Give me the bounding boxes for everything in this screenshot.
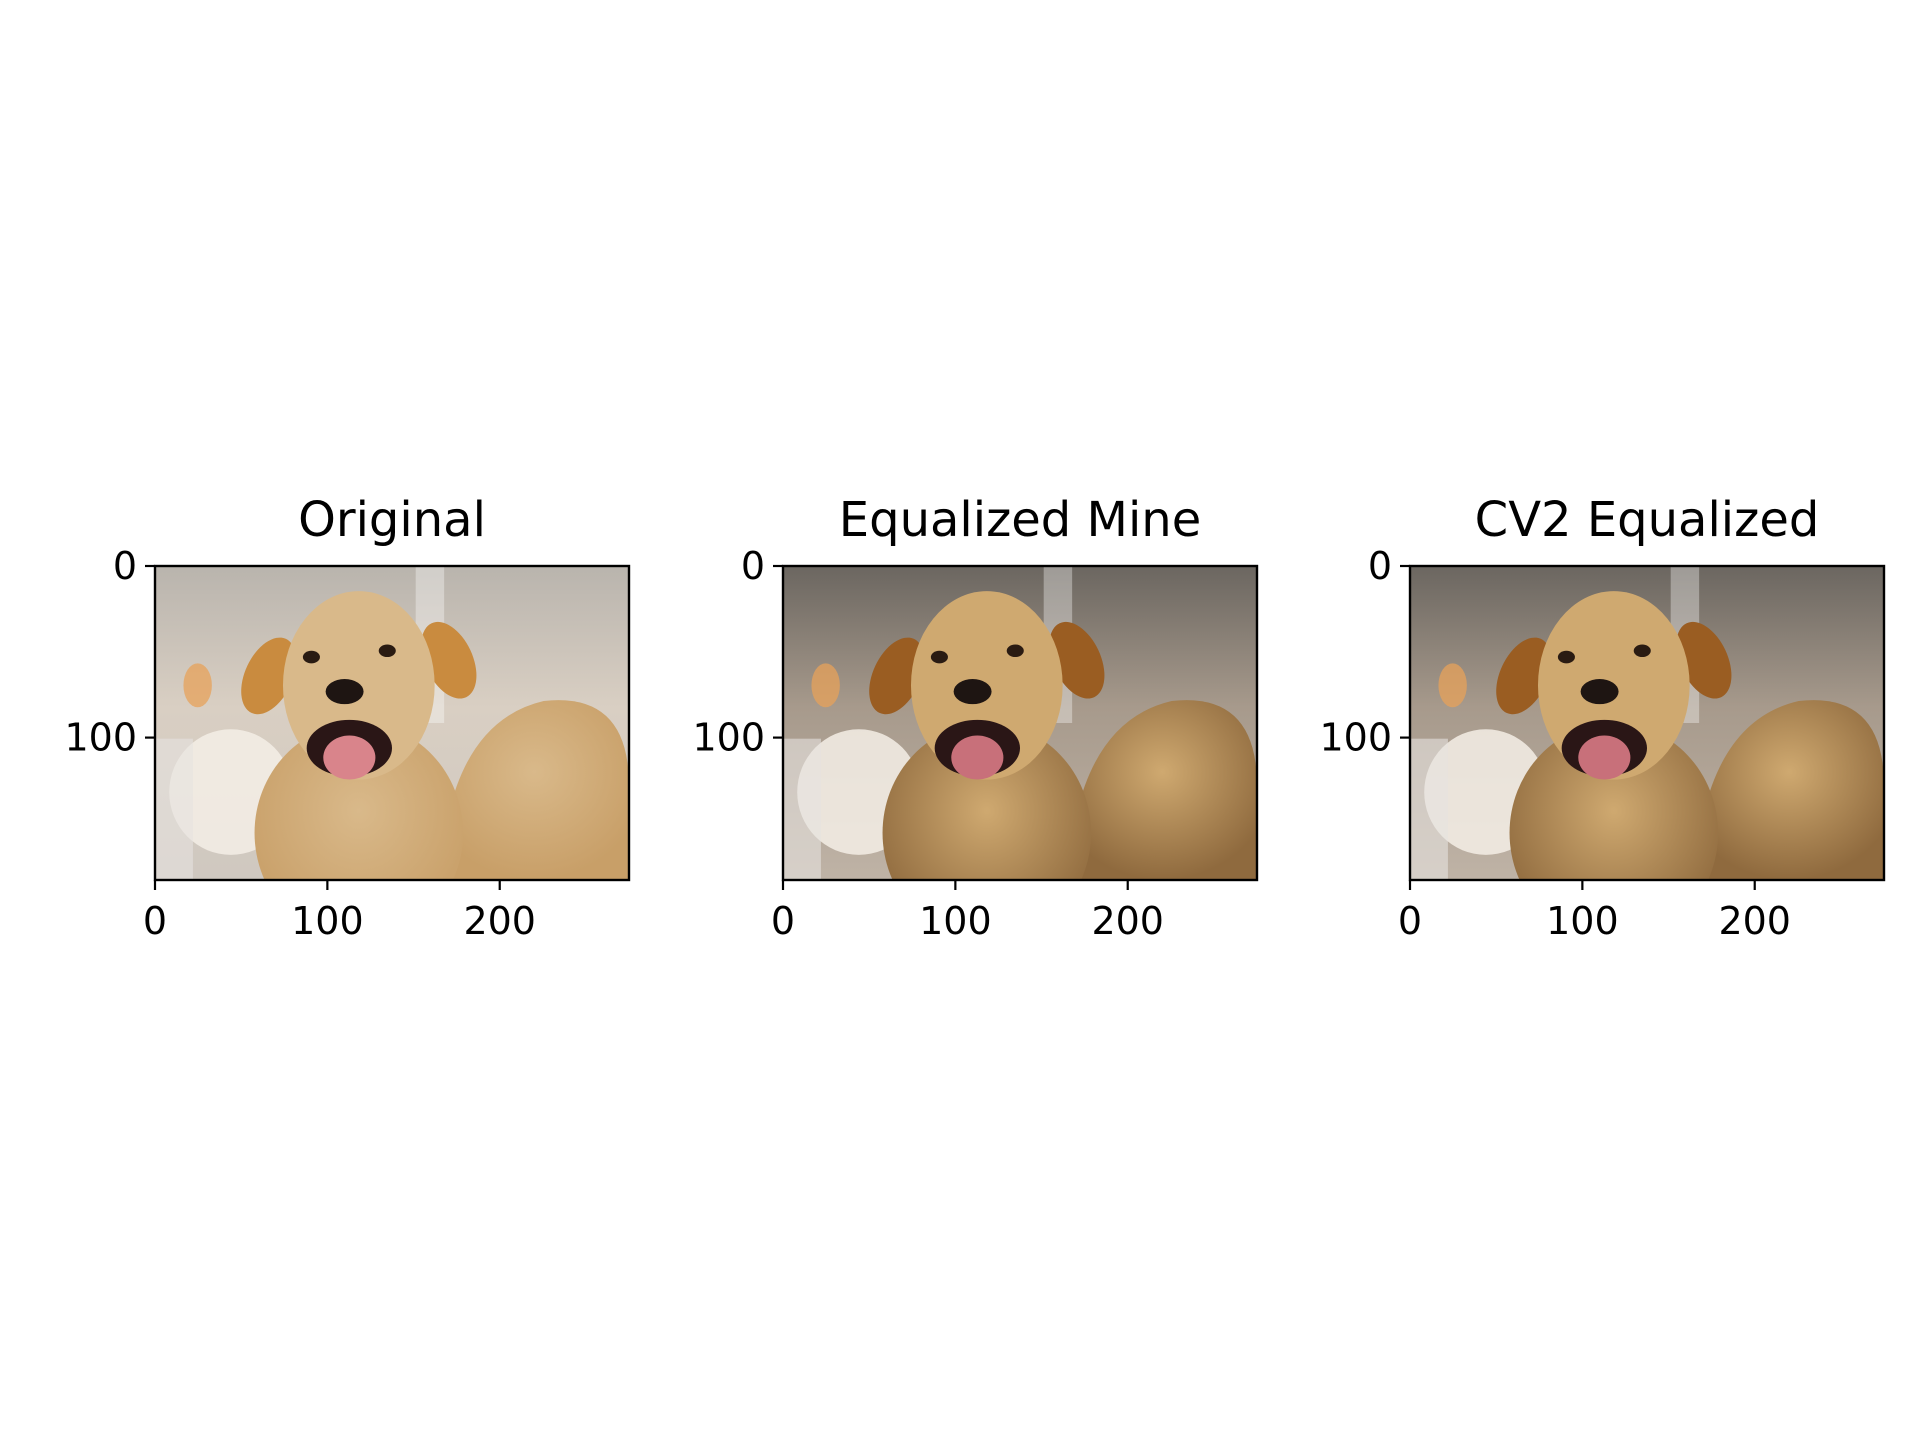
subplot-title: Equalized Mine [839,492,1201,548]
x-tick-label: 100 [1546,899,1619,943]
x-tick-label: 200 [1091,899,1164,943]
y-tick-label: 0 [1368,544,1392,588]
y-tick-label: 100 [692,716,765,760]
y-tick-label: 0 [113,544,137,588]
subplot-title: Original [298,492,486,548]
subplot-1: Original 0 100 200 0 100 [64,492,631,943]
axes-frame [781,564,1259,882]
x-tick-label: 0 [1398,899,1422,943]
subplot-3: CV2 Equalized 0 100 200 0 100 [1319,492,1886,943]
subplot-2: Equalized Mine 0 100 200 0 100 [692,492,1259,943]
x-tick-label: 100 [291,899,364,943]
axes-frame [153,564,631,882]
y-tick-label: 100 [64,716,137,760]
x-tick-label: 0 [143,899,167,943]
dog-photo [783,566,1257,880]
subplot-title: CV2 Equalized [1475,492,1820,548]
x-tick-label: 0 [771,899,795,943]
y-tick-label: 0 [741,544,765,588]
x-tick-label: 200 [463,899,536,943]
dog-photo [1410,566,1884,880]
x-tick-label: 200 [1718,899,1791,943]
dog-photo [155,566,629,880]
axes-frame [1408,564,1886,882]
y-tick-label: 100 [1319,716,1392,760]
x-tick-label: 100 [919,899,992,943]
